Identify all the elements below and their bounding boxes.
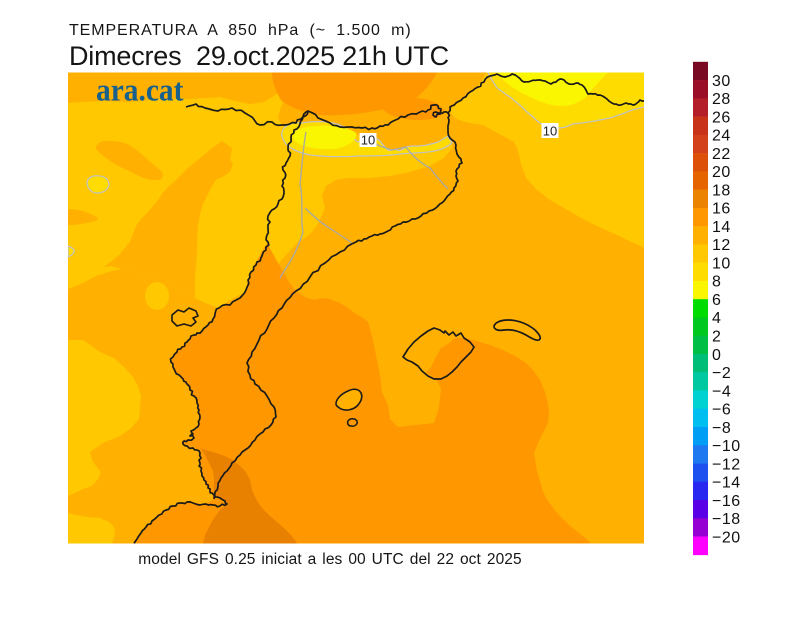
svg-text:10: 10 xyxy=(361,133,375,148)
svg-text:−2: −2 xyxy=(712,365,731,382)
svg-text:4: 4 xyxy=(712,310,721,327)
svg-text:24: 24 xyxy=(712,128,731,145)
svg-text:12: 12 xyxy=(712,237,731,254)
svg-text:30: 30 xyxy=(712,73,731,90)
svg-text:10: 10 xyxy=(712,255,731,272)
svg-text:22: 22 xyxy=(712,146,731,163)
svg-text:26: 26 xyxy=(712,109,731,126)
svg-text:−16: −16 xyxy=(712,493,741,510)
svg-text:TEMPERATURA A 850 hPa (~ 1.500: TEMPERATURA A 850 hPa (~ 1.500 m) xyxy=(69,22,412,39)
svg-text:−20: −20 xyxy=(712,529,741,546)
svg-text:−4: −4 xyxy=(712,383,731,400)
svg-text:8: 8 xyxy=(712,274,721,291)
svg-text:−8: −8 xyxy=(712,420,731,437)
svg-text:16: 16 xyxy=(712,201,731,218)
svg-text:ara.cat: ara.cat xyxy=(96,72,184,107)
svg-text:6: 6 xyxy=(712,292,721,309)
svg-text:−6: −6 xyxy=(712,402,731,419)
svg-text:20: 20 xyxy=(712,164,731,181)
svg-text:2: 2 xyxy=(712,329,721,346)
svg-text:28: 28 xyxy=(712,91,731,108)
svg-text:18: 18 xyxy=(712,182,731,199)
svg-text:−12: −12 xyxy=(712,456,741,473)
svg-text:0: 0 xyxy=(712,347,721,364)
svg-text:Dimecres 29.oct.2025 21h UTC: Dimecres 29.oct.2025 21h UTC xyxy=(69,41,449,71)
svg-text:model GFS 0.25 iniciat a les 0: model GFS 0.25 iniciat a les 00 UTC del … xyxy=(138,551,521,568)
svg-text:−14: −14 xyxy=(712,475,741,492)
svg-text:10: 10 xyxy=(543,124,557,139)
svg-text:−10: −10 xyxy=(712,438,741,455)
svg-text:14: 14 xyxy=(712,219,731,236)
svg-text:−18: −18 xyxy=(712,511,741,528)
